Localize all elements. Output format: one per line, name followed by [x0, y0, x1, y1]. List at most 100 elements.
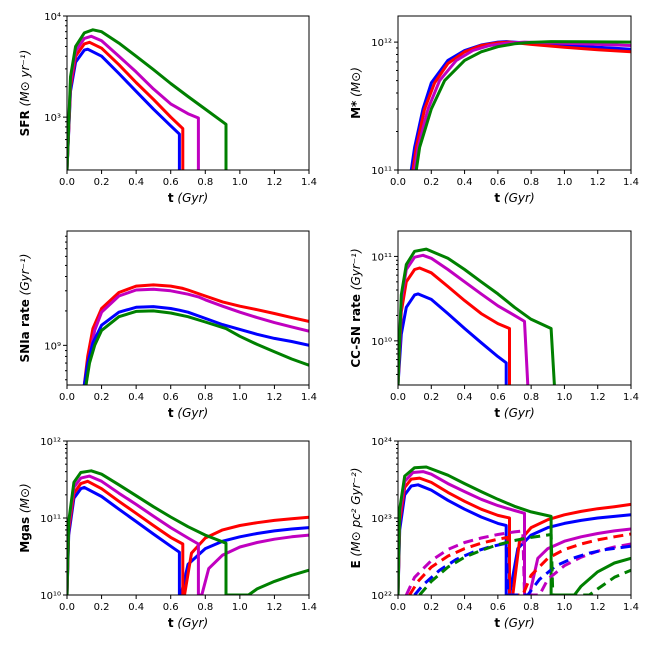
x-tick-label-energy: 1.0 [556, 602, 572, 613]
y-tick-label-mgas: 10¹⁰ [40, 591, 61, 602]
panel-ccsn: 0.0 0.2 0.4 0.6 0.8 1.0 1.2 1.4 10¹⁰ 10¹¹ t (Gyr) C… [349, 230, 639, 420]
series-group-ccsn [398, 247, 556, 385]
x-tick-label-mgas: 0.0 [59, 602, 75, 613]
x-tick-label-ccsn: 0.6 [490, 392, 506, 403]
y-tick-label-sfr: 10³ [44, 113, 61, 124]
x-axis-label-mgas: t (Gyr) [168, 616, 208, 630]
x-tick-label-mstar: 1.0 [556, 177, 572, 188]
y-tick-label-sfr: 10⁴ [44, 12, 61, 23]
y-axis-label-mgas: Mgas (M⊙) [18, 483, 32, 552]
y-axis-label-snia: SNIa rate (Gyr⁻¹) [18, 254, 32, 363]
x-tick-label-mstar: 0.8 [523, 177, 539, 188]
axes-frame-ccsn [397, 230, 632, 386]
series-line-energy-blue [398, 483, 631, 595]
x-tick-label-sfr: 1.2 [266, 177, 282, 188]
x-tick-label-ccsn: 1.2 [590, 392, 606, 403]
y-tick-label-energy: 10²³ [371, 514, 392, 525]
x-tick-label-energy: 1.2 [590, 602, 606, 613]
x-tick-label-sfr: 0.0 [59, 177, 75, 188]
y-tick-label-energy: 10²² [371, 591, 392, 602]
series-line-ccsn-red [398, 266, 511, 385]
x-tick-label-ccsn: 1.0 [556, 392, 572, 403]
panel-sfr: 0.0 0.2 0.4 0.6 0.8 1.0 1.2 1.4 10³ 10⁴ t (Gyr) SFR… [18, 12, 317, 205]
y-tick-label-snia: 10⁹ [44, 341, 61, 352]
y-tick-label-mgas: 10¹¹ [40, 514, 61, 525]
x-tick-label-mstar: 1.2 [590, 177, 606, 188]
series-line-ccsn-blue [398, 292, 508, 385]
panel-mstar: 0.0 0.2 0.4 0.6 0.8 1.0 1.2 1.4 10¹¹ 10¹² t (Gyr) M… [349, 15, 639, 205]
x-tick-label-energy: 0.0 [390, 602, 406, 613]
series-line-energy-magenta [398, 470, 631, 595]
panel-mgas: 0.0 0.2 0.4 0.6 0.8 1.0 1.2 1.4 10¹⁰ 10¹¹ 10¹² t (G… [18, 437, 317, 630]
series-line-energy-red-dashed [408, 532, 631, 595]
x-tick-label-mstar: 0.4 [457, 177, 473, 188]
series-line-snia-red [82, 283, 309, 385]
x-tick-label-snia: 1.2 [266, 392, 282, 403]
x-tick-label-sfr: 1.4 [301, 177, 317, 188]
y-tick-label-ccsn: 10¹¹ [371, 252, 392, 263]
x-axis-label-ccsn: t (Gyr) [494, 406, 534, 420]
x-axis-label-mstar: t (Gyr) [494, 191, 534, 205]
x-tick-label-mstar: 0.0 [390, 177, 406, 188]
x-tick-label-mstar: 0.2 [423, 177, 439, 188]
series-line-mstar-green [414, 40, 631, 170]
series-group-sfr [67, 28, 228, 170]
y-tick-label-mstar: 10¹¹ [371, 166, 392, 177]
x-tick-label-sfr: 0.2 [94, 177, 110, 188]
series-group-snia [82, 283, 309, 385]
x-tick-label-mgas: 0.6 [163, 602, 179, 613]
x-tick-label-mgas: 1.2 [266, 602, 282, 613]
series-group-mstar [409, 40, 631, 170]
x-tick-label-energy: 0.2 [423, 602, 439, 613]
x-tick-label-ccsn: 0.8 [523, 392, 539, 403]
x-tick-label-mgas: 0.8 [197, 602, 213, 613]
x-tick-label-sfr: 0.6 [163, 177, 179, 188]
y-axis-label-energy: E (M⊙ pc² Gyr⁻²) [349, 468, 363, 569]
y-axis-label-sfr: SFR (M⊙ yr⁻¹) [18, 50, 32, 137]
series-group-mgas [67, 469, 309, 595]
series-line-mgas-blue [67, 485, 309, 595]
series-line-energy-magenta-dashed [404, 529, 631, 595]
series-line-energy-blue-dashed [413, 541, 631, 595]
y-tick-label-ccsn: 10¹⁰ [371, 337, 392, 348]
y-axis-label-mstar: M* (M⊙) [349, 67, 363, 119]
series-line-snia-magenta [84, 287, 309, 385]
series-line-snia-blue [82, 305, 309, 385]
x-tick-label-ccsn: 0.2 [423, 392, 439, 403]
x-tick-label-mgas: 1.0 [232, 602, 248, 613]
y-axis-label-ccsn: CC-SN rate (Gyr⁻¹) [349, 248, 363, 367]
x-tick-label-mgas: 0.4 [128, 602, 144, 613]
axes-frame-snia [66, 230, 310, 386]
x-tick-label-ccsn: 1.4 [623, 392, 639, 403]
axes-frame-sfr [66, 15, 310, 171]
x-tick-label-mgas: 0.2 [94, 602, 110, 613]
x-tick-label-energy: 0.6 [490, 602, 506, 613]
series-line-mstar-blue [409, 40, 631, 170]
series-line-mstar-red [411, 40, 631, 170]
x-tick-label-mstar: 1.4 [623, 177, 639, 188]
x-tick-label-snia: 0.2 [94, 392, 110, 403]
y-tick-label-mstar: 10¹² [371, 38, 392, 49]
x-tick-label-snia: 1.0 [232, 392, 248, 403]
x-tick-label-sfr: 1.0 [232, 177, 248, 188]
x-tick-label-energy: 0.4 [457, 602, 473, 613]
series-line-energy-green [398, 465, 631, 595]
x-tick-label-mstar: 0.6 [490, 177, 506, 188]
x-tick-label-snia: 1.4 [301, 392, 317, 403]
series-line-snia-green [84, 309, 309, 385]
series-line-ccsn-green [398, 247, 556, 385]
series-line-mgas-red [67, 479, 309, 595]
x-tick-label-energy: 1.4 [623, 602, 639, 613]
y-tick-label-mgas: 10¹² [40, 437, 61, 448]
x-tick-label-ccsn: 0.4 [457, 392, 473, 403]
series-line-energy-green-dashed [418, 533, 631, 595]
panel-snia: 0.0 0.2 0.4 0.6 0.8 1.0 1.2 1.4 10⁹ t (Gyr) SNIa r… [18, 230, 317, 420]
x-tick-label-energy: 0.8 [523, 602, 539, 613]
x-tick-label-ccsn: 0.0 [390, 392, 406, 403]
series-group-energy [398, 465, 631, 595]
x-tick-label-snia: 0.0 [59, 392, 75, 403]
x-tick-label-snia: 0.4 [128, 392, 144, 403]
y-tick-label-energy: 10²⁴ [371, 437, 392, 448]
panel-energy: 0.0 0.2 0.4 0.6 0.8 1.0 1.2 1.4 10²² 10²³ 10²⁴ t (G… [349, 437, 639, 630]
